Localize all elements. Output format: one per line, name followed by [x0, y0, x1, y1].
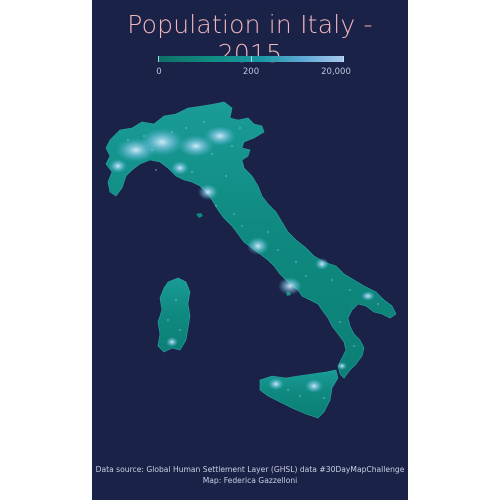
small-island — [349, 302, 353, 306]
population-legend: 0 200 20,000 — [156, 56, 351, 80]
settlement-speckles — [127, 121, 379, 399]
map-poster: Population in Italy - 2015 0 200 20,000 — [92, 0, 408, 500]
legend-tick-0 — [158, 56, 159, 62]
sardinia — [157, 277, 191, 353]
credits-data-source: Data source: Global Human Settlement Lay… — [95, 465, 405, 474]
italy-population-map — [105, 101, 397, 419]
legend-tick-20000 — [343, 56, 344, 62]
legend-label-max: 20,000 — [321, 67, 351, 77]
sicily — [259, 369, 339, 419]
legend-tick-200 — [251, 56, 252, 62]
legend-label-min: 0 — [156, 67, 162, 77]
urban-density-glow — [109, 126, 375, 393]
legend-label-mid: 200 — [242, 67, 260, 77]
map-credits: Data source: Global Human Settlement Lay… — [92, 465, 408, 486]
map-title: Population in Italy - 2015 — [127, 10, 373, 68]
credits-author: Map: Federica Gazzelloni — [202, 475, 298, 485]
small-island — [196, 213, 203, 218]
